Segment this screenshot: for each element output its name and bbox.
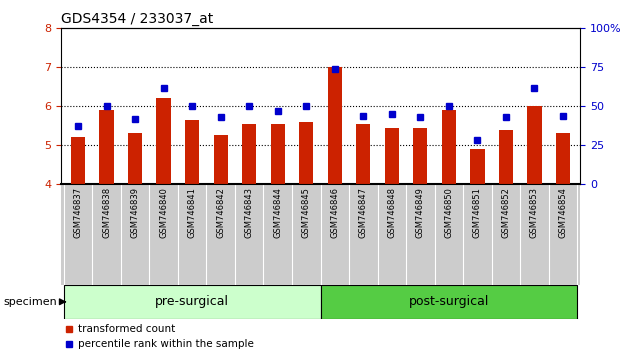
Text: percentile rank within the sample: percentile rank within the sample <box>78 339 253 349</box>
Bar <box>99 110 113 184</box>
Bar <box>328 67 342 184</box>
Text: pre-surgical: pre-surgical <box>155 295 229 308</box>
Text: GSM746852: GSM746852 <box>501 187 510 238</box>
Bar <box>185 120 199 184</box>
Text: GSM746853: GSM746853 <box>530 187 539 238</box>
Text: GSM746844: GSM746844 <box>273 187 282 238</box>
Bar <box>356 124 370 184</box>
Text: GSM746840: GSM746840 <box>159 187 168 238</box>
Text: GSM746838: GSM746838 <box>102 187 111 238</box>
Text: post-surgical: post-surgical <box>409 295 489 308</box>
Text: GSM746837: GSM746837 <box>74 187 83 238</box>
Text: GSM746843: GSM746843 <box>245 187 254 238</box>
Bar <box>63 285 320 319</box>
Bar <box>213 136 228 184</box>
Text: GSM746854: GSM746854 <box>558 187 567 238</box>
Text: GSM746847: GSM746847 <box>359 187 368 238</box>
Text: GSM746842: GSM746842 <box>216 187 225 238</box>
Text: specimen: specimen <box>3 297 57 307</box>
Text: GSM746845: GSM746845 <box>302 187 311 238</box>
Bar <box>470 149 485 184</box>
Bar <box>242 124 256 184</box>
Bar <box>299 122 313 184</box>
Bar <box>385 128 399 184</box>
Bar <box>413 128 428 184</box>
Bar <box>556 133 570 184</box>
Text: transformed count: transformed count <box>78 324 175 333</box>
Bar <box>499 130 513 184</box>
Text: GSM746851: GSM746851 <box>473 187 482 238</box>
Bar <box>528 106 542 184</box>
Text: GSM746849: GSM746849 <box>416 187 425 238</box>
Bar <box>71 137 85 184</box>
Text: GDS4354 / 233037_at: GDS4354 / 233037_at <box>61 12 213 26</box>
Text: GSM746839: GSM746839 <box>131 187 140 238</box>
Bar <box>156 98 171 184</box>
Text: GSM746841: GSM746841 <box>188 187 197 238</box>
Bar <box>442 110 456 184</box>
Text: GSM746850: GSM746850 <box>444 187 453 238</box>
Text: GSM746846: GSM746846 <box>330 187 339 238</box>
Bar <box>271 124 285 184</box>
Text: GSM746848: GSM746848 <box>387 187 396 238</box>
Bar <box>128 133 142 184</box>
Bar <box>320 285 578 319</box>
